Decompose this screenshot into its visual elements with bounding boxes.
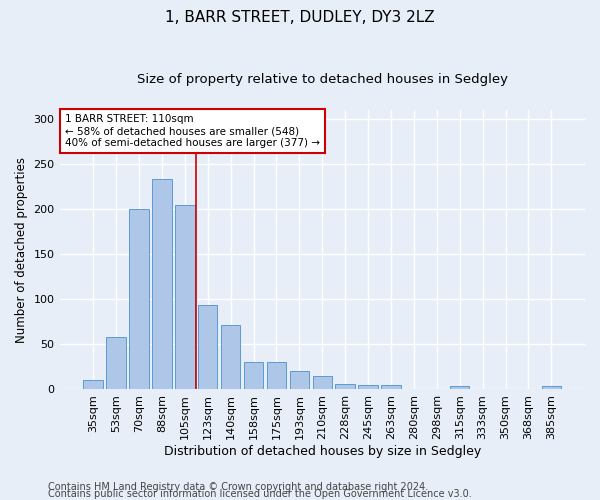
Text: Contains HM Land Registry data © Crown copyright and database right 2024.: Contains HM Land Registry data © Crown c…: [48, 482, 428, 492]
Y-axis label: Number of detached properties: Number of detached properties: [15, 156, 28, 342]
Bar: [542, 386, 561, 389]
Bar: [198, 306, 217, 389]
Bar: [175, 204, 194, 389]
Bar: [152, 180, 172, 389]
Text: 1, BARR STREET, DUDLEY, DY3 2LZ: 1, BARR STREET, DUDLEY, DY3 2LZ: [165, 10, 435, 25]
Bar: [358, 386, 378, 389]
Bar: [313, 376, 332, 389]
Title: Size of property relative to detached houses in Sedgley: Size of property relative to detached ho…: [137, 72, 508, 86]
Text: 1 BARR STREET: 110sqm
← 58% of detached houses are smaller (548)
40% of semi-det: 1 BARR STREET: 110sqm ← 58% of detached …: [65, 114, 320, 148]
Bar: [450, 386, 469, 389]
Bar: [129, 209, 149, 389]
Bar: [221, 325, 241, 389]
Bar: [290, 371, 309, 389]
X-axis label: Distribution of detached houses by size in Sedgley: Distribution of detached houses by size …: [164, 444, 481, 458]
Bar: [381, 386, 401, 389]
Bar: [267, 362, 286, 389]
Bar: [335, 384, 355, 389]
Text: Contains public sector information licensed under the Open Government Licence v3: Contains public sector information licen…: [48, 489, 472, 499]
Bar: [83, 380, 103, 389]
Bar: [244, 362, 263, 389]
Bar: [106, 337, 126, 389]
